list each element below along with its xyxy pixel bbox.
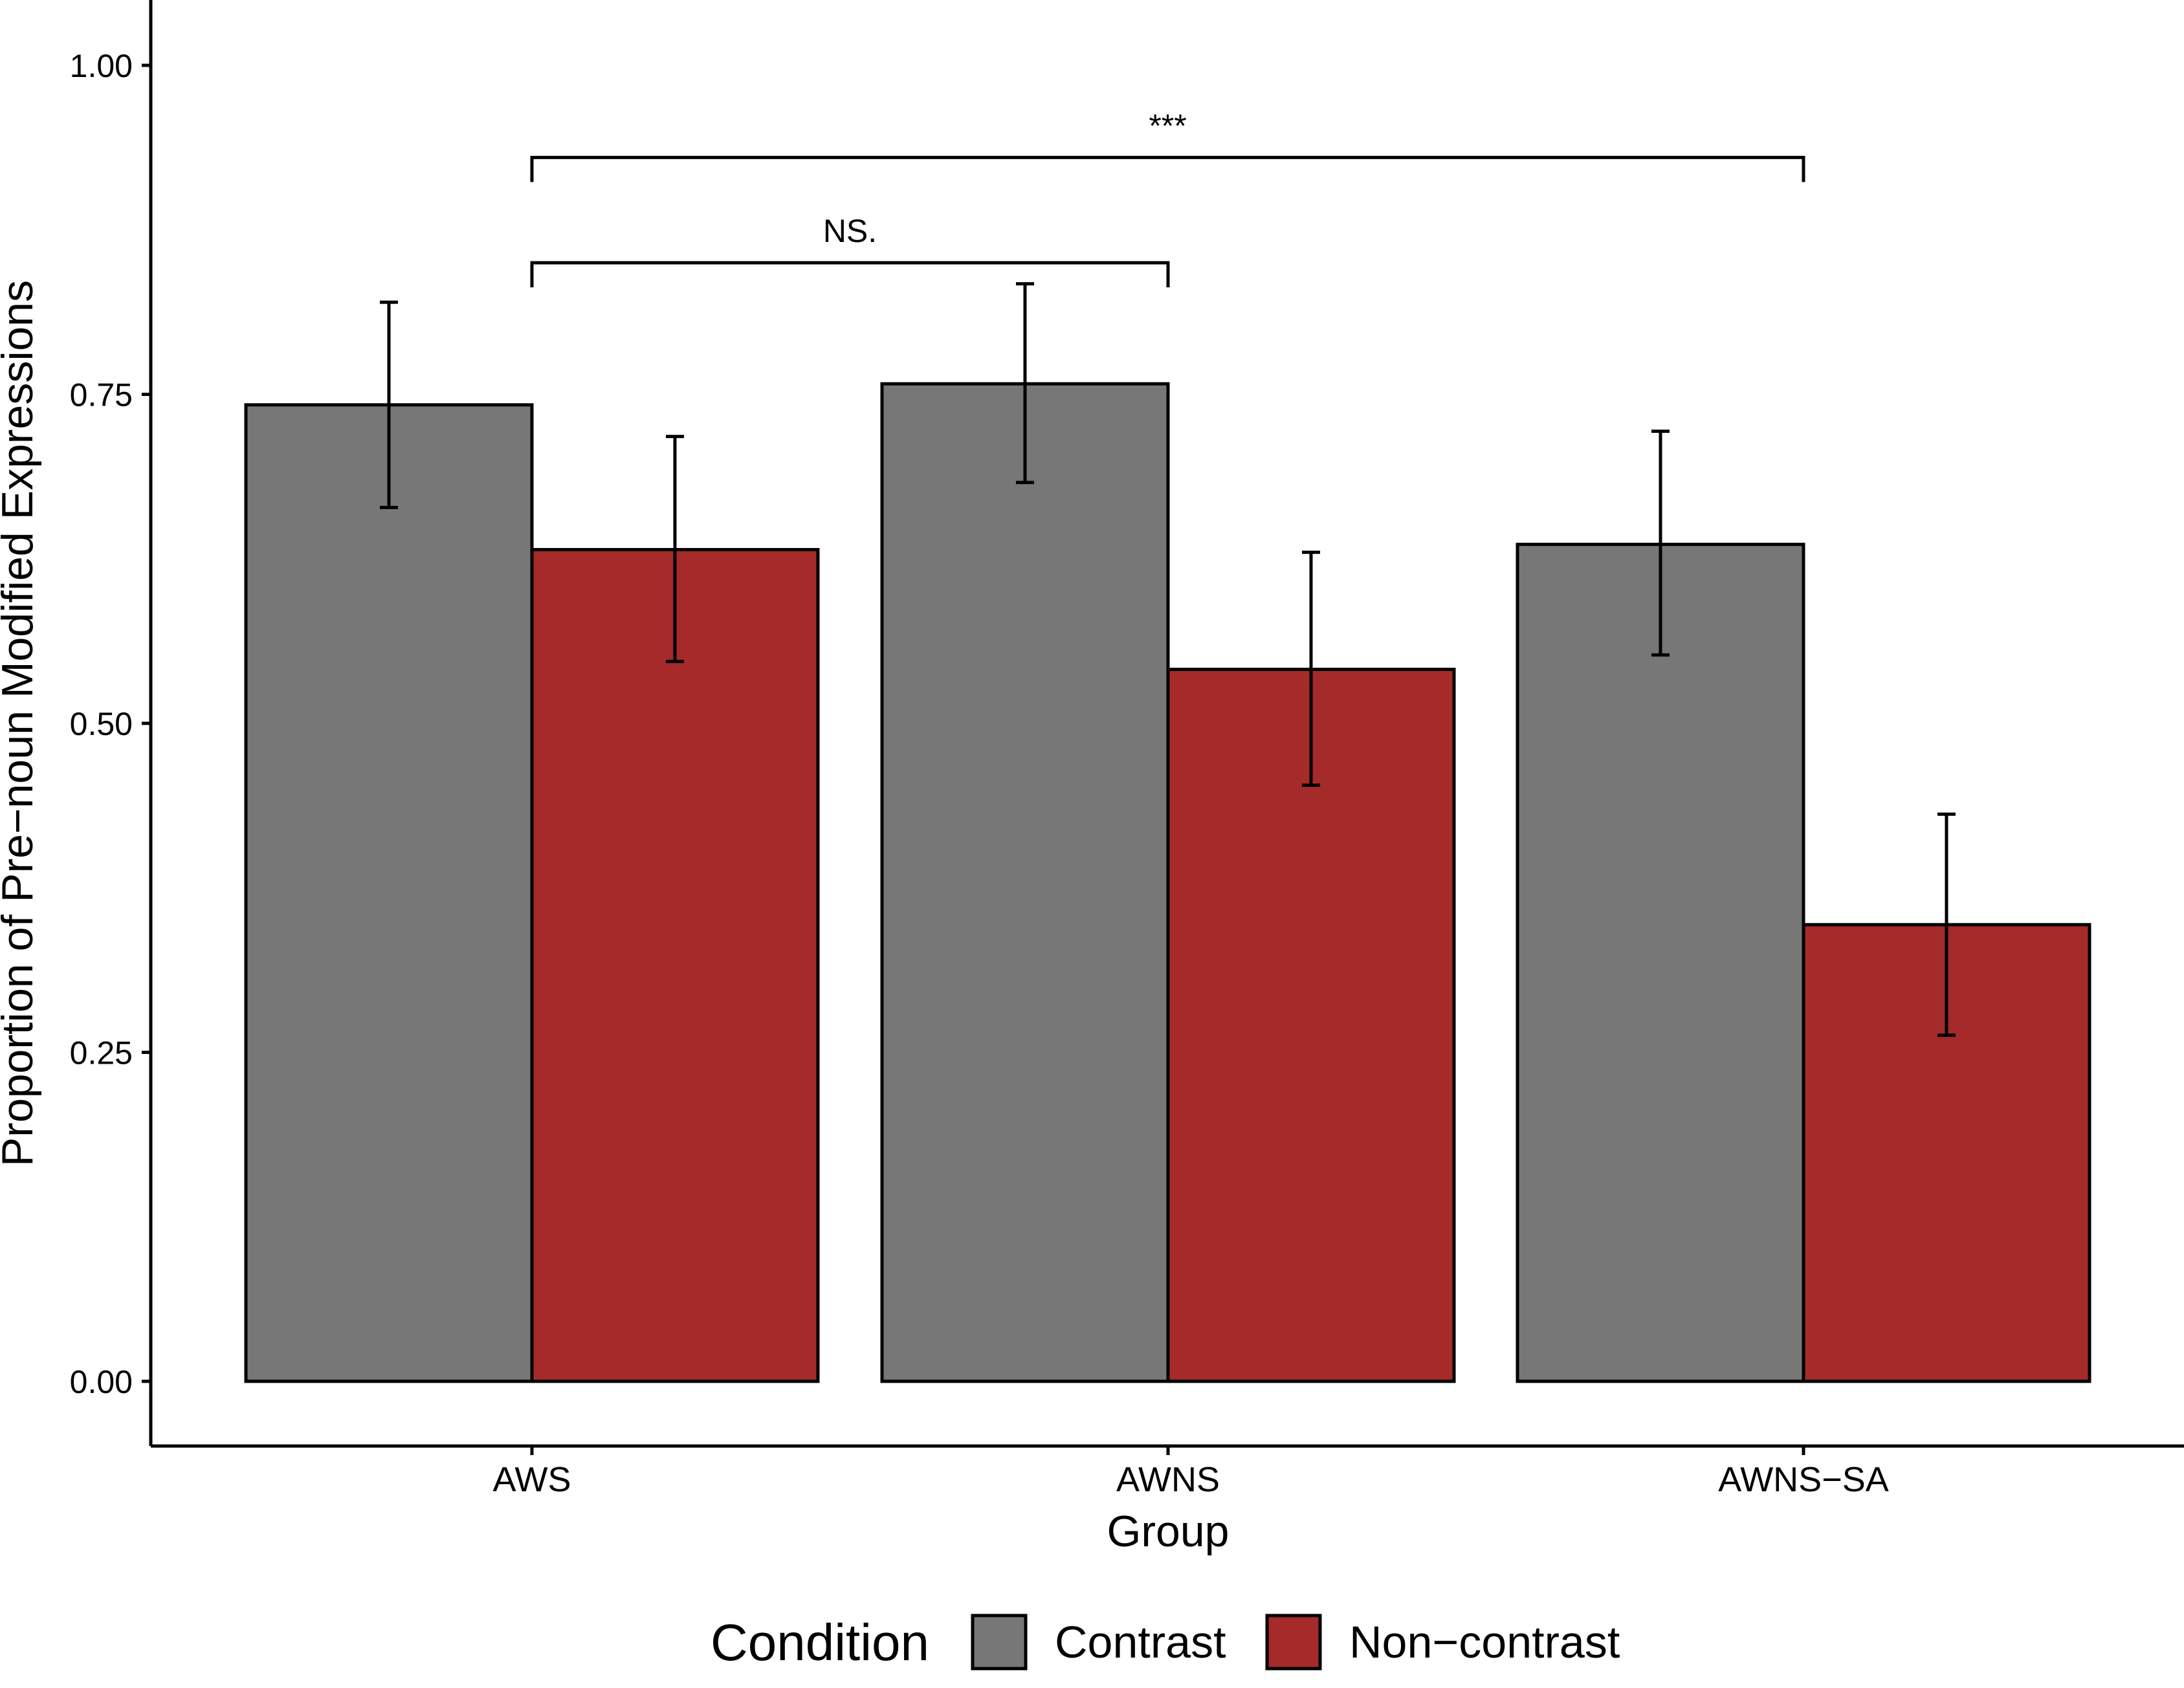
legend-swatch-contrast (971, 1614, 1028, 1671)
x-tick-label-awns: AWNS (1116, 1460, 1220, 1499)
bar-contrast-aws (244, 403, 534, 1383)
y-tick-label: 1.00 (70, 48, 133, 84)
legend-label-contrast: Contrast (1055, 1617, 1226, 1667)
bars-layer (244, 382, 2091, 1383)
y-tick-label: 0.25 (70, 1035, 133, 1071)
legend-label-non-contrast: Non−contrast (1349, 1617, 1620, 1667)
x-tick-label-aws: AWS (493, 1460, 571, 1499)
bar-contrast-awns (880, 382, 1170, 1383)
significance-bracket-1: NS. (530, 213, 1170, 288)
y-tick-label: 0.00 (70, 1364, 133, 1400)
legend-title: Condition (711, 1614, 929, 1671)
y-ticks-layer: 0.00 0.25 0.50 0.75 1.00 (70, 48, 151, 1400)
x-tick-label-awns-sa: AWNS−SA (1718, 1460, 1889, 1499)
y-tick-label: 0.75 (70, 377, 133, 413)
x-ticks-layer: AWS AWNS AWNS−SA (493, 1446, 1889, 1499)
bar-contrast-awns-sa (1516, 542, 1805, 1383)
error-bar-contrast-awns-sa (1651, 429, 1670, 657)
significance-label-1: NS. (823, 213, 877, 249)
significance-layer: NS. *** (530, 107, 1805, 288)
error-bar-contrast-aws (380, 300, 398, 509)
significance-bracket-2: *** (530, 107, 1805, 182)
error-bar-contrast-awns (1016, 282, 1034, 485)
error-bars-layer (380, 282, 1956, 1037)
legend: Condition Contrast Non−contrast (711, 1614, 1620, 1671)
error-bar-non-contrast-awns (1302, 551, 1320, 787)
bar-non-contrast-awns-sa (1802, 923, 2091, 1383)
error-bar-non-contrast-aws (666, 435, 684, 663)
bar-non-contrast-awns (1166, 668, 1456, 1383)
error-bar-non-contrast-awns-sa (1937, 812, 1956, 1037)
bar-non-contrast-aws (530, 548, 820, 1383)
y-tick-label: 0.50 (70, 706, 133, 742)
significance-label-2: *** (1149, 107, 1186, 144)
x-axis-title: Group (1107, 1507, 1230, 1556)
legend-swatch-non-contrast (1265, 1614, 1322, 1671)
y-axis-title: Proportion of Pre−noun Modified Expressi… (0, 280, 42, 1167)
